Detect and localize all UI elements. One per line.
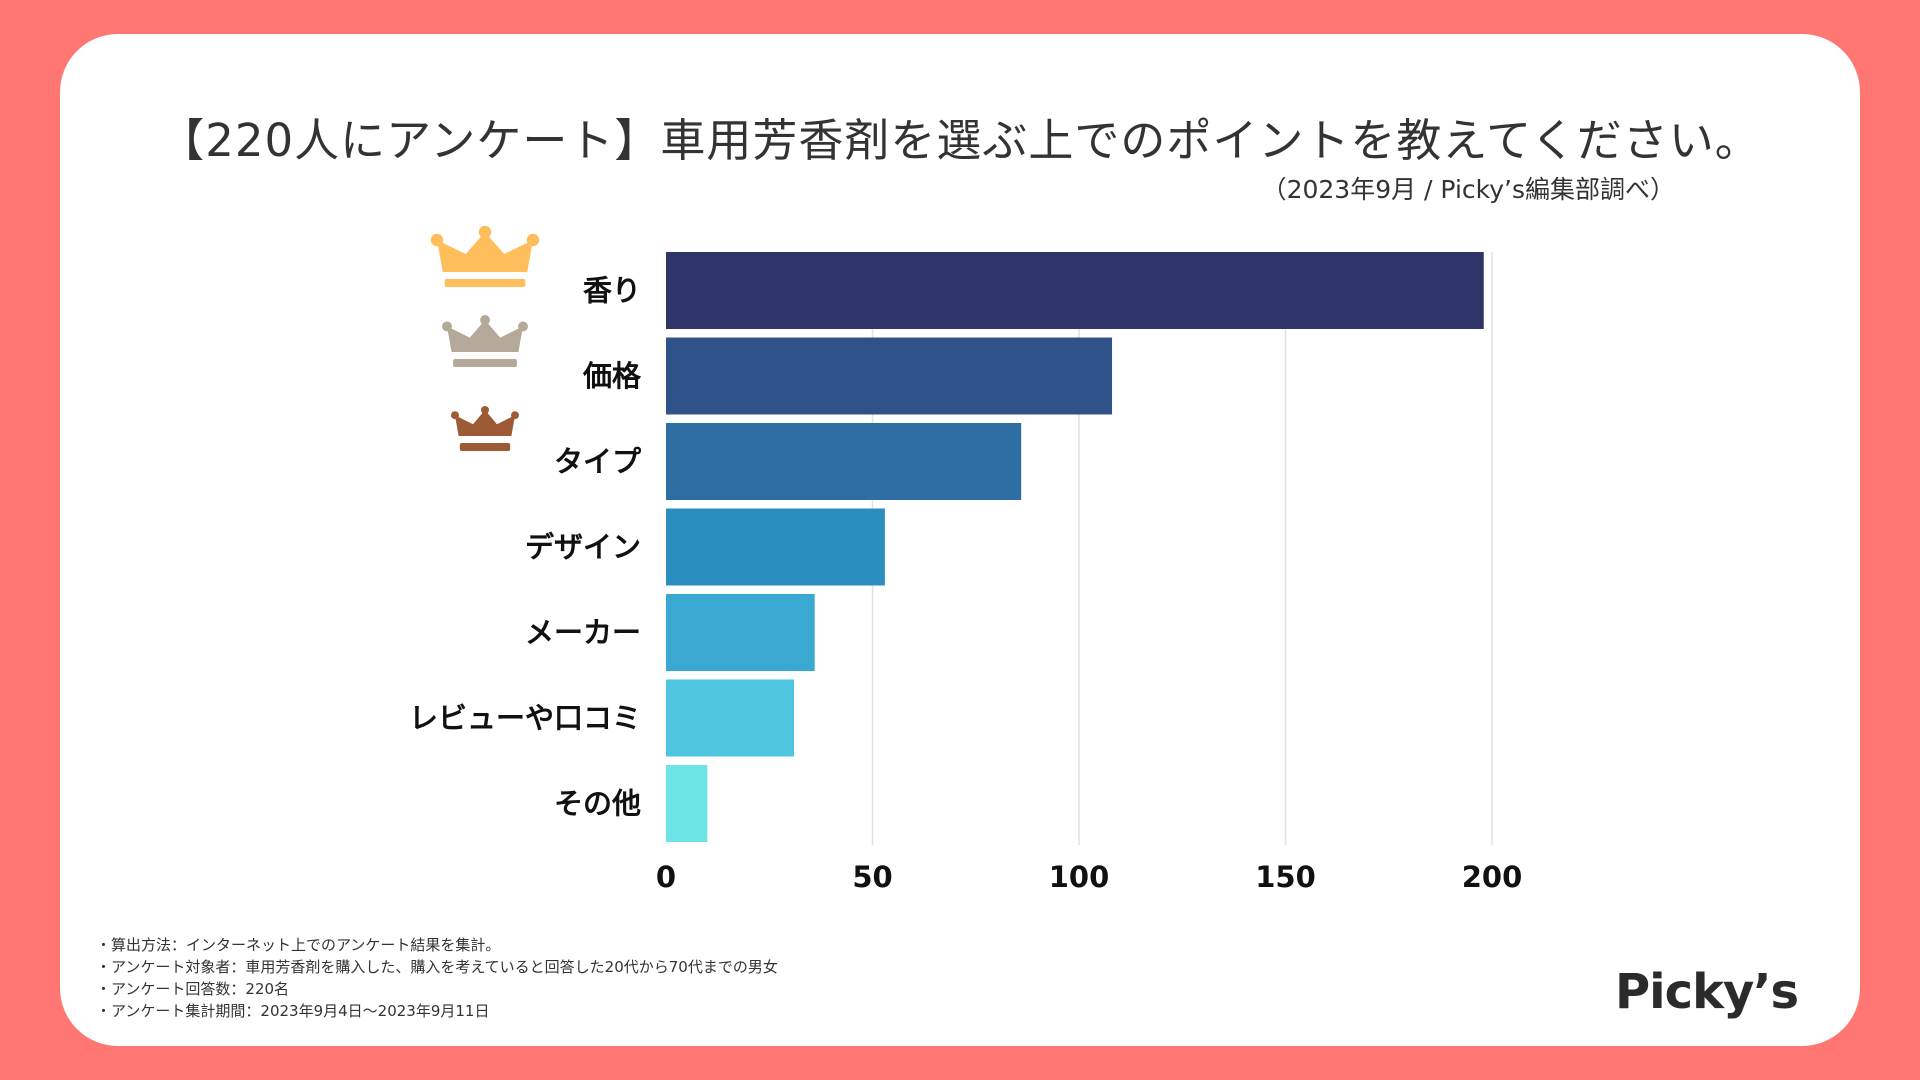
x-tick-label: 150 (1255, 860, 1316, 894)
bar (666, 679, 795, 757)
bar (666, 337, 1113, 415)
category-label: タイプ (554, 445, 642, 479)
bar (666, 252, 1484, 329)
bar (666, 765, 708, 842)
crown-jewel (526, 233, 540, 247)
bar (666, 594, 815, 671)
category-label: 香り (583, 274, 641, 308)
x-tick-label: 0 (656, 860, 676, 894)
bars (666, 252, 1484, 842)
x-tick-label: 200 (1462, 860, 1523, 894)
chart-title: 【220人にアンケート】車用芳香剤を選ぶ上でのポイントを教えてください。 (159, 114, 1761, 167)
crown-jewel (478, 225, 492, 239)
category-label: その他 (554, 787, 641, 821)
category-label: メーカー (525, 616, 641, 650)
bar (666, 423, 1022, 500)
bar (666, 508, 885, 586)
category-label: レビューや口コミ (409, 701, 641, 735)
footnote-count: ・アンケート回答数：220名 (96, 980, 290, 998)
silver-crown-icon (442, 315, 528, 367)
x-tick-label: 50 (852, 860, 892, 894)
footnotes: ・算出方法：インターネット上でのアンケート結果を集計。 ・アンケート対象者：車用… (96, 934, 778, 1022)
footnote-period: ・アンケート集計期間：2023年9月4日〜2023年9月11日 (96, 1002, 490, 1020)
footnote-method: ・算出方法：インターネット上でのアンケート結果を集計。 (96, 936, 501, 954)
x-axis-ticks: 0 50 100 150 200 (656, 860, 1522, 894)
crown-band (453, 359, 517, 367)
footnote-target: ・アンケート対象者：車用芳香剤を購入した、購入を考えていると回答した20代から7… (96, 958, 778, 976)
crown-jewel (480, 315, 490, 325)
crown-jewel (430, 233, 444, 247)
card (60, 34, 1860, 1046)
bronze-crown-icon (451, 406, 519, 451)
chart-subtitle: （2023年9月 / Picky’s編集部調べ） (1261, 175, 1675, 204)
crown-body (437, 232, 533, 272)
category-label: デザイン (525, 530, 641, 564)
rank-crowns (430, 225, 540, 451)
crown-jewel (518, 321, 528, 332)
crown-jewel (511, 411, 519, 420)
crown-jewel (451, 411, 459, 420)
crown-jewel (442, 321, 452, 332)
category-label: 価格 (582, 359, 642, 393)
x-tick-label: 100 (1049, 860, 1110, 894)
gold-crown-icon (430, 225, 540, 287)
crown-body (447, 320, 523, 352)
crown-jewel (481, 406, 489, 414)
pickys-logo: Picky’s (1615, 964, 1799, 1020)
crown-band (459, 443, 511, 451)
crown-body (455, 410, 515, 436)
crown-band (444, 279, 526, 287)
